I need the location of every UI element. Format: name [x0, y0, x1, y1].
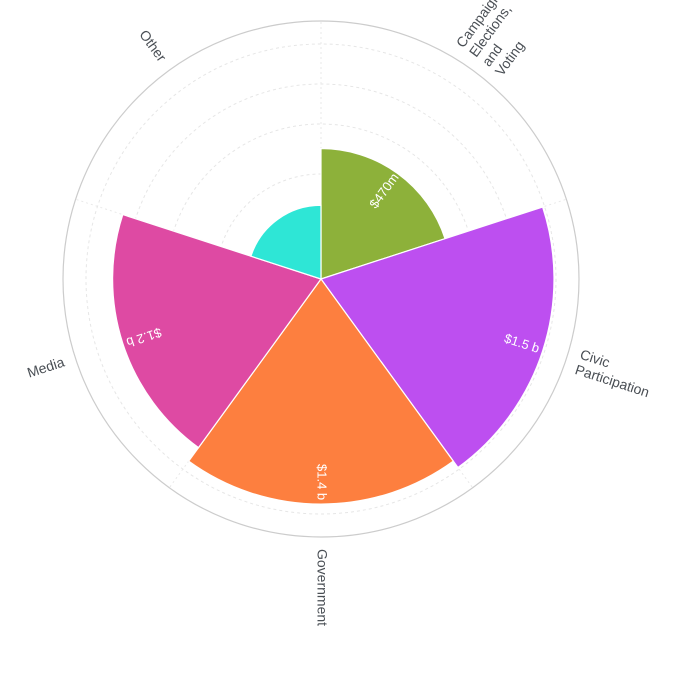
- outer-ring: [62, 20, 580, 538]
- wedge-media: [112, 213, 322, 449]
- chart-wedges: [112, 147, 555, 505]
- category-label-government: Government: [314, 549, 330, 626]
- category-label-other: Other: [136, 27, 170, 65]
- value-label-government: $1.4 b: [315, 464, 330, 500]
- wedge-campaigns-elections-and-voting: [320, 147, 446, 280]
- wedge-other: [250, 204, 322, 280]
- wedge-government: [187, 277, 455, 505]
- category-label-line: Other: [136, 27, 170, 65]
- category-label-media: Media: [25, 354, 66, 381]
- category-label-line: Participation: [573, 361, 651, 400]
- category-label-line: Media: [25, 354, 66, 381]
- wedge-civic-participation: [320, 206, 555, 469]
- category-label-line: Government: [314, 549, 330, 626]
